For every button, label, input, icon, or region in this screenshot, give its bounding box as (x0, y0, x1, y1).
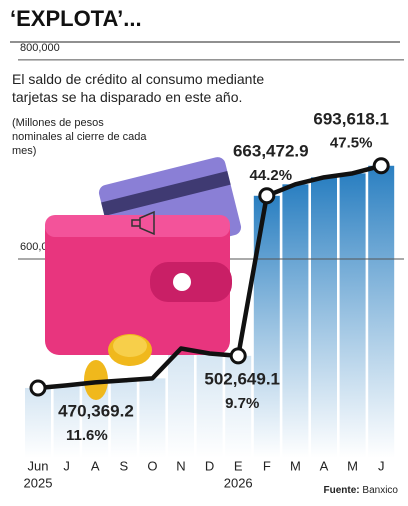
x-tick-label: D (205, 458, 214, 473)
x-tick-label: A (320, 458, 329, 473)
x-tick-label: E (234, 458, 243, 473)
bar (311, 177, 337, 459)
x-tick-label: S (119, 458, 128, 473)
change-label: 11.6% (66, 427, 108, 444)
bar (282, 184, 309, 459)
value-label: 663,472.9 (233, 141, 309, 160)
bar (168, 348, 194, 458)
point (229, 347, 247, 365)
change-label: 47.5% (330, 135, 373, 152)
point (372, 157, 390, 175)
bar (368, 165, 395, 458)
source: Fuente: Banxico (324, 485, 399, 496)
subtitle: El saldo de crédito al consumo mediante … (12, 71, 265, 105)
x-tick-label: A (91, 458, 100, 473)
x-tick-label: O (147, 458, 157, 473)
bar (196, 353, 223, 458)
bar (110, 380, 137, 458)
x-tick-label: Jun (28, 458, 49, 473)
value-label: 502,649.1 (204, 369, 280, 388)
point (29, 379, 47, 397)
year-label: 2025 (24, 475, 53, 490)
year-label: 2026 (224, 475, 253, 490)
x-tick-label: N (176, 458, 185, 473)
bar (25, 387, 51, 458)
x-tick-label: J (63, 458, 70, 473)
x-tick-label: M (347, 458, 358, 473)
change-label: 9.7% (225, 395, 259, 412)
y-tick-label: 800,000 (20, 42, 60, 54)
chart-title: ‘EXPLOTA’... (10, 6, 142, 31)
wallet-illustration (45, 157, 242, 400)
value-label: 693,618.1 (313, 109, 389, 128)
value-label: 470,369.2 (58, 401, 134, 420)
x-tick-label: J (378, 458, 385, 473)
x-tick-label: M (290, 458, 301, 473)
bar (53, 385, 80, 458)
change-label: 44.2% (250, 167, 293, 184)
bar (339, 173, 366, 458)
point (258, 187, 276, 205)
source-name: Banxico (362, 485, 398, 496)
note: (Millones de pesos nominales al cierre d… (12, 117, 147, 157)
bar (225, 355, 252, 458)
source-label: Fuente: (324, 485, 360, 496)
line (37, 163, 382, 391)
bar (139, 378, 166, 458)
x-tick-label: F (263, 458, 271, 473)
